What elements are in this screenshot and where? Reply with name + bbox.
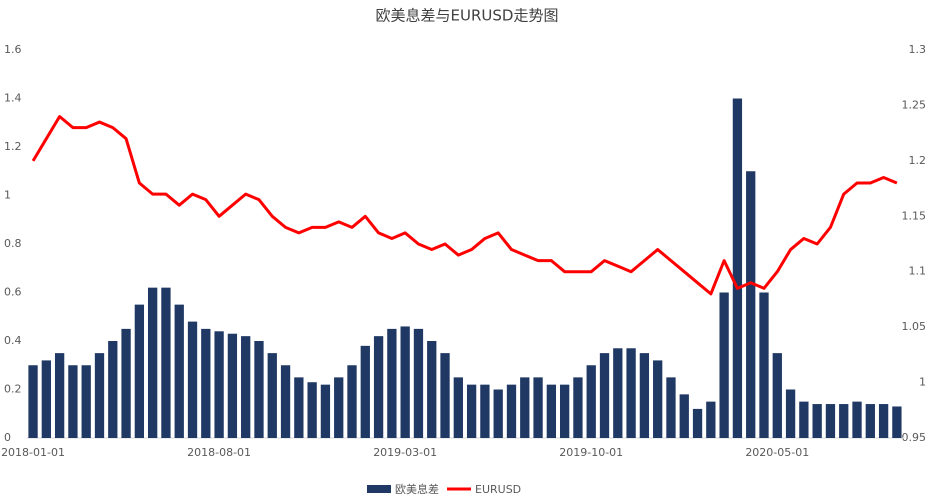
bar [865,404,875,438]
bar [94,353,105,438]
bar [334,377,344,438]
y-tick-label: 1.6 [4,43,22,56]
y-tick-label: 0.4 [4,334,22,347]
x-tick-label: 2018-01-01 [1,446,65,459]
bar [373,336,384,438]
bar [692,408,703,438]
bar [599,353,610,438]
bar [54,353,65,438]
bar [878,404,889,438]
bar [586,365,596,438]
bar [148,287,158,438]
bar [546,384,557,438]
bar [41,360,51,438]
bar [706,401,716,438]
bar [161,287,171,438]
bar [493,389,503,438]
bar [839,404,849,438]
bar [280,365,291,438]
y2-tick-label: 0.95 [902,431,927,444]
y-tick-label: 1 [4,189,11,202]
bar [121,328,131,438]
bar [772,353,782,438]
bar [573,377,583,438]
y2-tick-label: 1.25 [902,98,927,111]
bar [227,333,238,438]
bar [307,382,317,438]
bar [559,384,570,438]
bar [732,98,743,438]
bar [413,328,424,438]
bar [613,348,623,438]
bar [400,326,410,438]
bar [201,328,211,438]
bar [892,406,902,438]
y-tick-label: 0.6 [4,286,22,299]
bar [387,328,397,438]
bar [626,348,636,438]
bar [294,377,304,438]
y-tick-label: 1.4 [4,92,22,105]
bar [533,377,543,438]
chart-title: 欧美息差与EURUSD走势图 [376,7,559,25]
bar [759,292,769,438]
bar [520,377,530,438]
bar [666,377,676,438]
bar [812,404,822,438]
bar [466,384,477,438]
bar [347,365,357,438]
y2-tick-label: 1.05 [902,320,927,333]
bar [480,384,490,438]
bar [254,341,264,438]
legend-label: EURUSD [475,483,521,496]
x-tick-label: 2020-05-01 [745,446,809,459]
y-tick-label: 1.2 [4,140,22,153]
bar [28,365,38,438]
legend-label: 欧美息差 [395,482,439,496]
bar [506,384,517,438]
bar [653,360,663,438]
y2-tick-label: 1 [919,376,926,389]
y-tick-label: 0.2 [4,383,22,396]
bar [852,401,862,438]
line [31,115,898,296]
bar [187,321,198,438]
bar [639,353,650,438]
bar [68,365,78,438]
y2-tick-label: 1.3 [909,43,927,56]
bar [799,401,809,438]
bar [108,341,118,438]
y-tick-label: 0.8 [4,237,22,250]
y2-tick-label: 1.15 [902,209,927,222]
y-tick-label: 0 [4,431,11,444]
bar [825,404,836,438]
bar [241,336,251,438]
bar [785,389,796,438]
x-tick-label: 2019-03-01 [373,446,437,459]
bar [360,345,370,438]
y2-tick-label: 1.1 [909,265,927,278]
bar [320,384,331,438]
bar [134,304,145,438]
bar [214,331,224,438]
bar [81,365,91,438]
x-tick-label: 2019-10-01 [559,446,623,459]
y2-tick-label: 1.2 [909,154,927,167]
bar [440,353,450,438]
bar [267,353,277,438]
bar [427,341,437,438]
bar [746,171,756,438]
legend-swatch [367,485,391,493]
x-tick-label: 2018-08-01 [187,446,251,459]
bar [174,304,184,438]
bar [679,394,689,438]
bar [719,292,729,438]
bar [453,377,463,438]
